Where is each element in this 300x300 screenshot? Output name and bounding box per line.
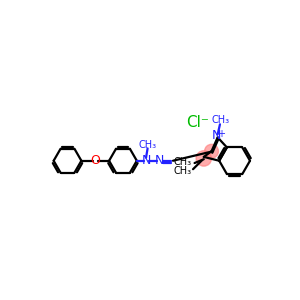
Circle shape (205, 144, 218, 158)
Text: CH₃: CH₃ (173, 157, 191, 166)
Text: CH₃: CH₃ (139, 140, 157, 150)
Text: N: N (141, 154, 151, 167)
Text: O: O (90, 154, 100, 167)
Text: CH₃: CH₃ (173, 166, 191, 176)
Text: CH₃: CH₃ (212, 116, 230, 125)
Text: N: N (212, 129, 221, 142)
Text: +: + (218, 128, 226, 139)
Text: Cl⁻: Cl⁻ (186, 115, 209, 130)
Circle shape (196, 151, 212, 166)
Text: N: N (155, 154, 165, 167)
